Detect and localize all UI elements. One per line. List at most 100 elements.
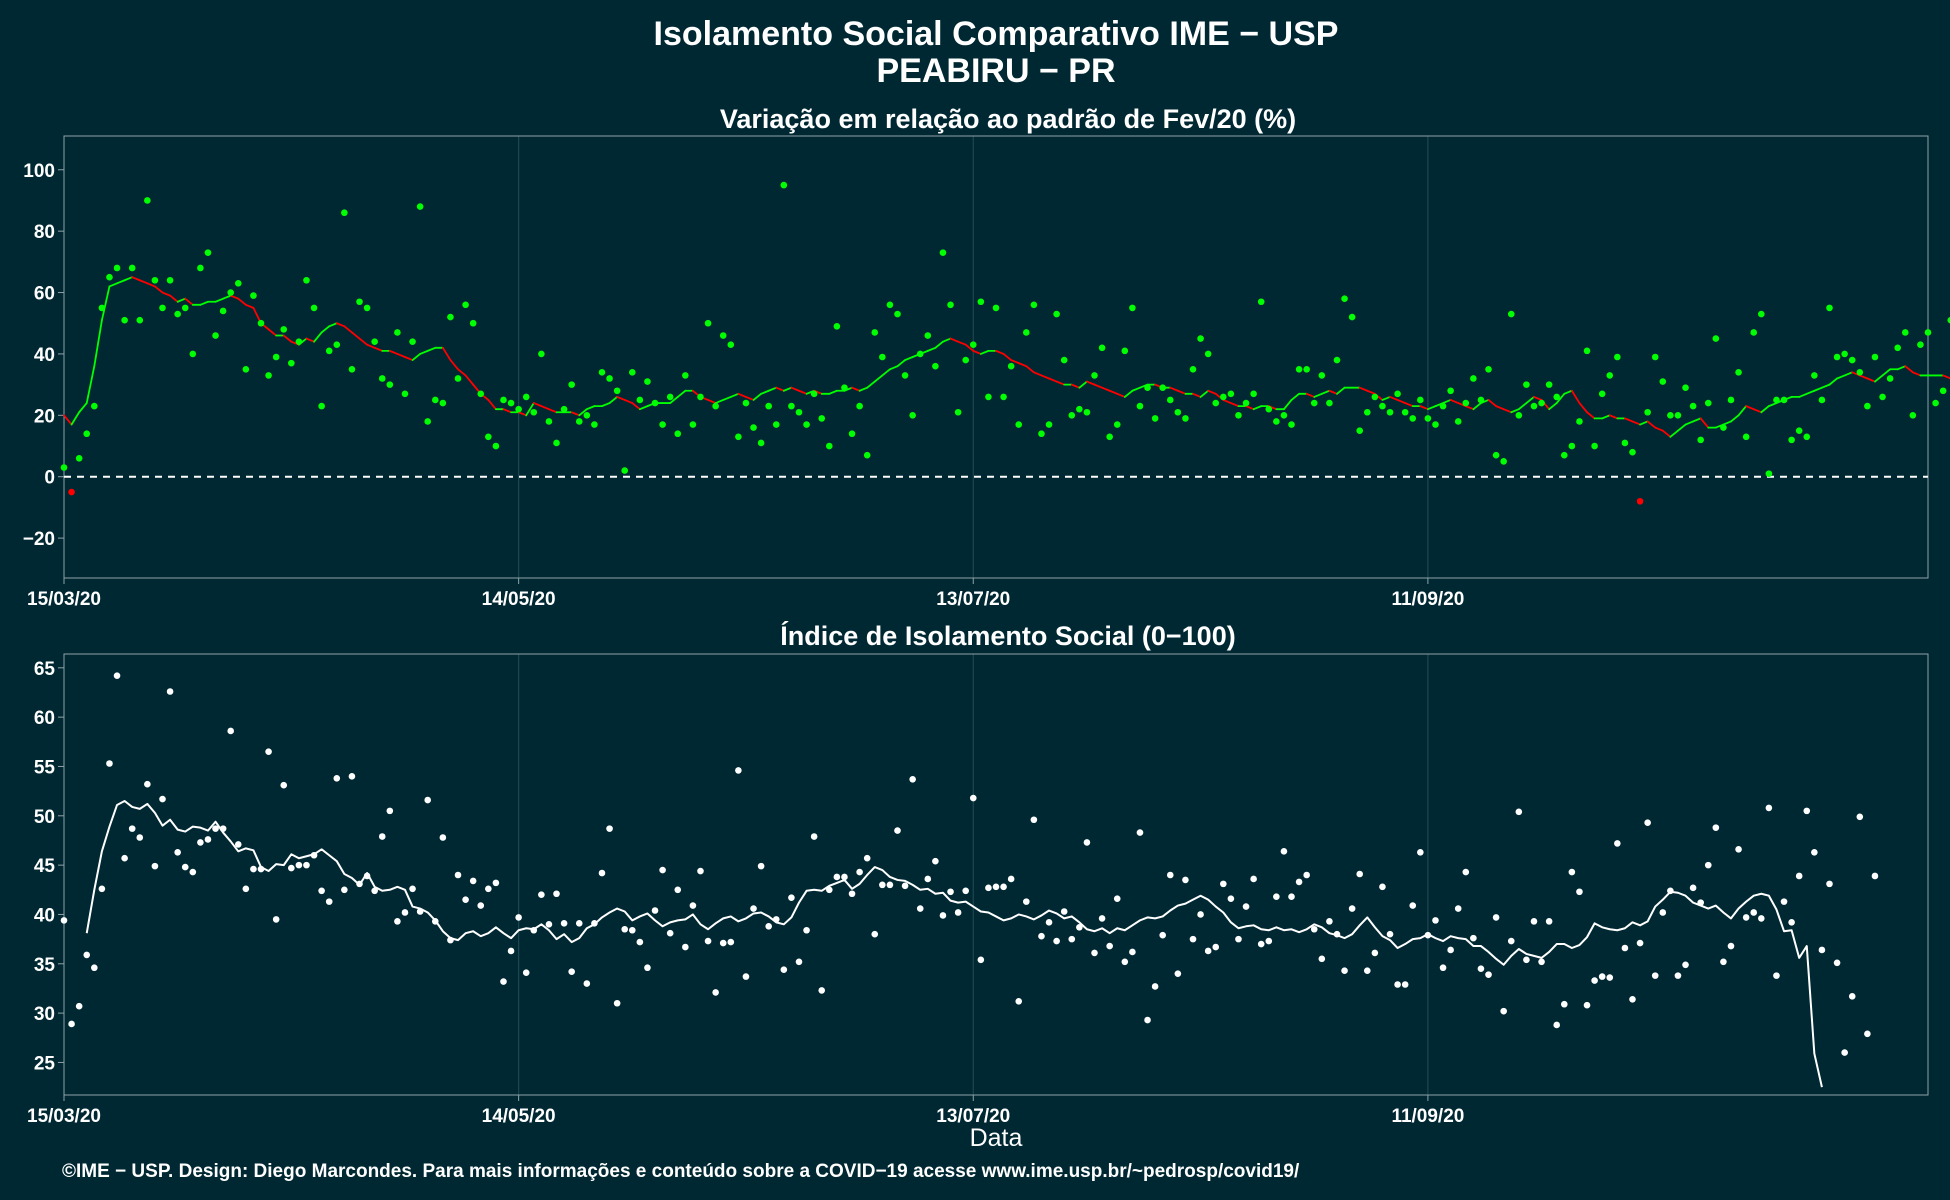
rolling-mean-segment [1336,386,1346,395]
data-point [1742,433,1750,441]
data-point [1417,396,1424,404]
data-point [522,969,530,976]
rolling-mean-segment [1502,408,1513,414]
rolling-mean-segment [585,405,596,411]
data-point [75,1002,83,1010]
data-point [583,980,591,987]
data-point [1485,365,1492,373]
rolling-mean-segment [1911,371,1922,377]
data-point [1348,313,1356,321]
rolling-mean-segment [1677,423,1687,432]
data-point [1780,898,1788,905]
data-point [674,430,682,438]
rolling-mean-segment [881,368,891,377]
data-point [75,454,83,462]
data-point [1454,418,1462,425]
data-point [659,866,666,874]
rolling-mean-segment [540,405,550,411]
data-point [1227,895,1235,902]
data-point [886,301,894,309]
data-point [272,916,280,923]
data-point [1750,329,1758,336]
rolling-mean-segment [1305,392,1316,398]
data-point [1007,362,1015,370]
rolling-mean-segment [1086,380,1096,386]
data-point [1667,412,1674,419]
data-point [613,387,621,395]
data-point [462,896,469,903]
rolling-mean-segment [745,396,755,401]
rolling-mean-segment [1010,359,1020,365]
data-point [1697,436,1704,444]
data-point [1242,399,1250,407]
data-point [431,918,439,925]
rolling-mean-segment [320,325,331,334]
data-point [977,298,985,306]
data-point [265,372,272,379]
data-point [962,887,969,895]
data-point [1864,402,1871,410]
data-point [1879,393,1886,401]
data-point [644,964,651,972]
data-point [1598,390,1606,398]
data-point [1523,956,1530,964]
rolling-mean-segment [1427,405,1437,411]
rolling-mean-segment [1767,402,1778,408]
rolling-mean-segment [1464,405,1475,411]
data-point [560,920,568,927]
data-point [341,886,348,894]
data-point [856,868,863,876]
data-point [1773,972,1780,979]
data-point [1667,887,1674,895]
data-point [1689,884,1697,892]
data-point [1060,908,1068,915]
data-point [1811,849,1818,856]
rolling-mean-segment [1896,365,1907,371]
rolling-mean-segment [237,297,247,306]
data-point [909,775,916,783]
data-point [303,861,310,869]
data-point [1113,421,1121,428]
data-point [1038,932,1045,940]
data-point [1401,981,1409,988]
data-point [1735,369,1742,376]
data-point [106,760,113,767]
data-point [91,402,98,410]
data-point [538,891,545,899]
rolling-mean-segment [1836,374,1846,380]
data-point [1818,396,1826,404]
data-point [568,381,575,388]
rolling-mean-segment [1025,365,1035,374]
y-tick-label: −20 [23,529,55,550]
rolling-mean-segment [1548,402,1558,411]
rolling-mean-segment [161,291,171,297]
y-tick-label: 40 [34,905,55,926]
panel-variation: 15/03/20 14/05/20 13/07/20 11/09/20 −20 0 20 40… [23,135,1950,610]
data-point [295,338,303,345]
rolling-mean-segment [267,328,278,337]
data-point [250,865,257,873]
rolling-mean-segment [608,396,619,404]
data-point [1470,934,1477,942]
rolling-mean-segment [1624,417,1634,423]
data-point [666,393,674,401]
data-point [128,825,136,832]
rolling-mean-segment [1169,386,1179,392]
rolling-mean-segment [904,356,914,361]
y-tick-label: 65 [34,659,56,680]
data-point [325,898,333,905]
panel-title-variation: Variação em relação ao padrão de Fev/20 … [720,104,1296,134]
data-point [60,917,68,924]
data-point [932,362,939,370]
data-point [159,795,166,803]
rolling-mean-segment [1843,371,1854,377]
data-point [250,292,257,299]
data-point [553,890,560,898]
rolling-mean-segment [1495,405,1505,411]
data-point [939,912,947,919]
data-point [1098,915,1106,922]
rolling-mean-segment [1328,389,1338,395]
rolling-mean-segment [1320,389,1331,395]
data-point [1424,931,1432,939]
data-point [1856,813,1864,821]
